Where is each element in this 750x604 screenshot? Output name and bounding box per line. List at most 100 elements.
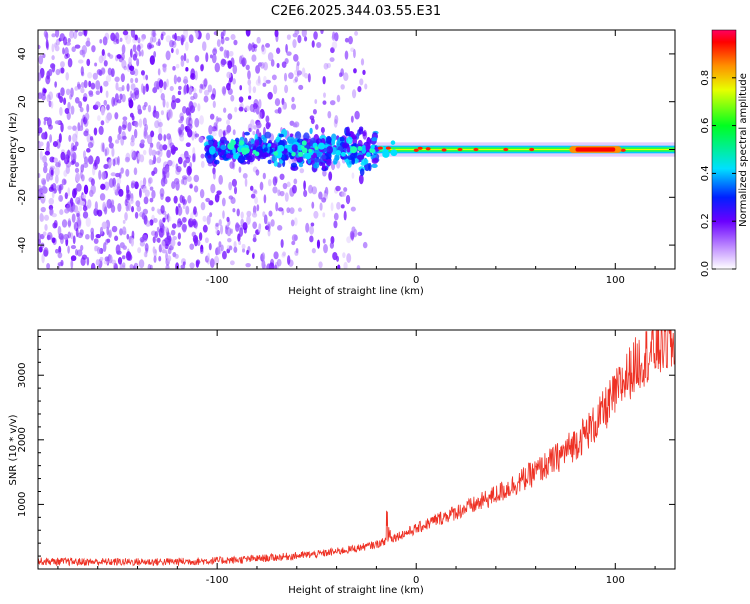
spectrogram-cell — [288, 259, 294, 267]
spectrogram-cell — [293, 178, 298, 185]
spectrogram-cell — [138, 118, 143, 128]
spectrogram-cell — [148, 146, 153, 156]
spectrogram-cell — [63, 233, 69, 240]
spectrogram-cell — [116, 182, 121, 191]
spectrogram-cell — [104, 256, 109, 262]
spectrogram-cell — [130, 77, 134, 84]
spectrogram-cell — [177, 232, 181, 240]
spectrogram-cell — [42, 179, 46, 187]
spectrogram-cell — [139, 236, 145, 243]
spectrogram-cell — [120, 73, 125, 83]
spectrogram-cell — [294, 76, 299, 83]
spectrogram-cell — [126, 83, 130, 92]
spectrogram-cell — [160, 204, 165, 214]
spectrogram-cell — [151, 206, 155, 212]
spectrogram-cell — [123, 65, 128, 71]
spectrogram-cell — [282, 101, 287, 110]
spectrogram-cell — [122, 30, 129, 36]
spectrogram-cell — [166, 133, 172, 140]
spectrogram-cell — [91, 45, 96, 53]
spectrogram-cell — [96, 209, 100, 215]
spectrogram-cell — [309, 225, 314, 235]
spectrogram-cell — [163, 134, 167, 142]
spectrogram-cell — [130, 237, 135, 247]
spectrogram-cell — [233, 246, 238, 253]
spectrogram-cell — [315, 124, 319, 130]
snr-frame — [37, 329, 676, 570]
spectrogram-cell — [213, 159, 220, 165]
spectrogram-cell — [359, 168, 365, 176]
spectrogram-cell — [299, 168, 305, 174]
snr-panel: -100 0 100 1000 2000 3000 Height of straight … — [8, 329, 676, 596]
colorbar-tick-label: 0.0 — [700, 261, 711, 277]
spectrogram-cell — [317, 142, 325, 150]
spectrogram-cell — [42, 88, 47, 94]
spectrogram-cell — [143, 196, 149, 205]
spectrogram-cell — [127, 254, 133, 261]
spectrogram-cell — [45, 75, 51, 85]
spectrogram-cell — [346, 136, 353, 145]
spectrogram-cell — [80, 87, 85, 94]
spectrogram-cell — [300, 145, 305, 150]
spectrogram-cell — [263, 75, 267, 83]
spectrogram-cell — [256, 204, 260, 212]
spectrogram-cell — [122, 219, 126, 224]
spectrogram-cell — [82, 49, 86, 58]
spectrogram-cell — [108, 158, 114, 166]
spectrogram-cell — [331, 34, 336, 41]
spectrogram-cell — [46, 141, 50, 149]
spectrogram-cell — [301, 67, 306, 78]
spectrogram-cell — [316, 41, 322, 49]
spectrogram-cell — [131, 230, 135, 239]
snr-x-tick-label: -100 — [206, 575, 229, 586]
spectrogram-cell — [218, 174, 223, 185]
spectrogram-cell — [70, 255, 77, 262]
spectrogram-cell — [185, 156, 191, 164]
spectrogram-cell — [351, 143, 357, 148]
spectrogram-cell — [191, 153, 196, 163]
spectrogram-cell — [98, 169, 102, 180]
spectrogram-cell — [202, 224, 208, 233]
spectrogram-cell — [266, 221, 272, 230]
spectrogram-cell — [304, 152, 312, 160]
spectrogram-cell — [129, 90, 133, 99]
spectrogram-cell — [276, 62, 280, 69]
spectrogram-cell — [82, 205, 88, 212]
spectrogram-cell — [51, 33, 56, 38]
spectrogram-cell — [50, 63, 56, 69]
spectrogram-cell — [148, 158, 153, 166]
spectrogram-cell — [284, 192, 289, 202]
spectrogram-cell — [620, 148, 626, 152]
spectrogram-y-tick-label: -40 — [17, 237, 28, 253]
spectrogram-cell — [252, 44, 258, 49]
spectrogram-cell — [323, 243, 328, 254]
spectrogram-cell — [246, 215, 251, 225]
spectrogram-cell — [198, 136, 204, 143]
spectrogram-cell — [58, 133, 62, 143]
spectrogram-cell — [124, 156, 130, 163]
spectrogram-cell — [106, 104, 110, 111]
figure-title: C2E6.2025.344.03.55.E31 — [271, 4, 441, 19]
spectrogram-cell — [133, 68, 139, 77]
spectrogram-cell — [252, 125, 258, 130]
spectrogram-cell — [189, 184, 193, 189]
spectrogram-cell — [75, 172, 81, 183]
spectrogram-cell — [142, 177, 147, 186]
spectrogram-cell — [310, 118, 315, 125]
spectrogram-cell — [72, 125, 77, 131]
spectrogram-cell — [103, 163, 109, 170]
spectrogram-cell — [457, 147, 463, 152]
spectrogram-cell — [160, 33, 164, 41]
spectrogram-cell — [89, 136, 94, 141]
spectrogram-cell — [134, 77, 139, 83]
spectrogram-cell — [277, 151, 283, 156]
spectrogram-cell — [188, 100, 194, 111]
spectrogram-cell — [207, 154, 212, 159]
spectrogram-cell — [136, 205, 142, 212]
spectrogram-cell — [92, 166, 96, 176]
spectrogram-cell — [113, 184, 118, 192]
spectrogram-cell — [202, 215, 207, 222]
spectrogram-cell — [253, 233, 257, 239]
spectrogram-cell — [59, 195, 63, 202]
spectrogram-cell — [229, 260, 235, 266]
